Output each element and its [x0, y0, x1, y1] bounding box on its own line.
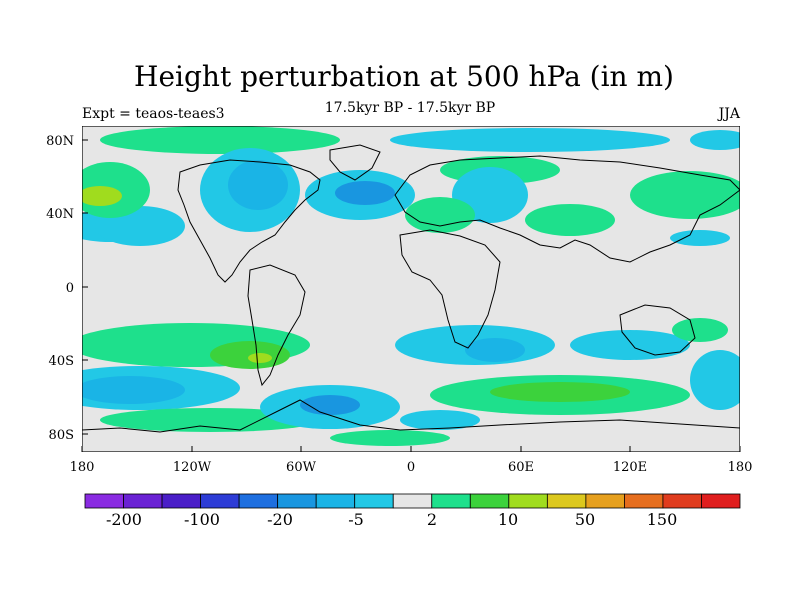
colorbar-box — [201, 494, 240, 508]
lat-label-0: 0 — [66, 281, 74, 296]
colorbar-label: -100 — [184, 510, 220, 529]
lon-label-60e: 60E — [508, 460, 534, 475]
colorbar-label: -200 — [106, 510, 142, 529]
lon-label-120e: 120E — [613, 460, 647, 475]
lon-label-180e: 180 — [728, 460, 753, 475]
plot-title: Height perturbation at 500 hPa (in m) — [134, 60, 674, 93]
colorbar-box — [162, 494, 201, 508]
anomaly-south-pacific-blue — [75, 376, 185, 404]
lat-label-40n: 40N — [46, 207, 74, 222]
colorbar-label: 10 — [498, 510, 518, 529]
anomaly-south-indian-bright-green — [490, 382, 630, 402]
colorbar-label: -20 — [267, 510, 293, 529]
anomaly-aleutian-yellow-green — [78, 186, 122, 206]
anomaly-europe-green — [405, 197, 475, 233]
anomaly-high-arctic-light-blue — [390, 128, 670, 152]
colorbar-box — [586, 494, 625, 508]
lon-label-120w: 120W — [173, 460, 212, 475]
lat-label-40s: 40S — [49, 354, 74, 369]
experiment-label: Expt = teaos-teaes3 — [82, 106, 225, 122]
lat-label-80s: 80S — [49, 428, 74, 443]
anomaly-south-pacific-east-light-blue — [690, 350, 750, 410]
lon-label-0: 0 — [407, 460, 415, 475]
colorbar-box — [355, 494, 394, 508]
colorbar — [85, 494, 740, 508]
colorbar-box — [316, 494, 355, 508]
lat-label-80n: 80N — [46, 134, 74, 149]
anomaly-south-pacific-yellow-green — [248, 353, 272, 363]
colorbar-box — [124, 494, 163, 508]
anomaly-atlantic-blue — [335, 181, 395, 205]
anomaly-east-asia-green — [630, 171, 750, 219]
colorbar-labels: -200 -100 -20 -5 2 10 50 150 — [106, 510, 677, 529]
anomaly-antarctic-green — [330, 430, 450, 446]
anomaly-canada-blue — [228, 160, 288, 210]
anomaly-north-pacific-east-light-blue — [670, 230, 730, 246]
colorbar-box — [547, 494, 586, 508]
period-label: 17.5kyr BP - 17.5kyr BP — [325, 100, 495, 116]
anomaly-tasman-green — [672, 318, 728, 342]
colorbar-box — [278, 494, 317, 508]
lon-label-180w: 180 — [70, 460, 95, 475]
colorbar-box — [509, 494, 548, 508]
colorbar-box — [624, 494, 663, 508]
anomaly-arctic-east-light-blue — [690, 130, 750, 150]
anomaly-arctic-green — [100, 126, 340, 154]
colorbar-box — [239, 494, 278, 508]
colorbar-box — [432, 494, 471, 508]
colorbar-label: 2 — [427, 510, 437, 529]
anomaly-asia-green — [525, 204, 615, 236]
season-label: JJA — [717, 106, 741, 122]
map-area — [40, 126, 750, 452]
colorbar-box — [701, 494, 740, 508]
colorbar-box — [470, 494, 509, 508]
colorbar-box — [393, 494, 432, 508]
latitude-axis: 80N 40N 0 40S 80S — [46, 134, 88, 443]
anomaly-indian-light-blue — [570, 330, 690, 360]
colorbar-label: 150 — [647, 510, 678, 529]
colorbar-label: 50 — [575, 510, 595, 529]
lon-label-60w: 60W — [286, 460, 317, 475]
colorbar-box — [663, 494, 702, 508]
colorbar-box — [85, 494, 124, 508]
colorbar-label: -5 — [348, 510, 364, 529]
anomaly-south-africa-blue — [465, 338, 525, 362]
